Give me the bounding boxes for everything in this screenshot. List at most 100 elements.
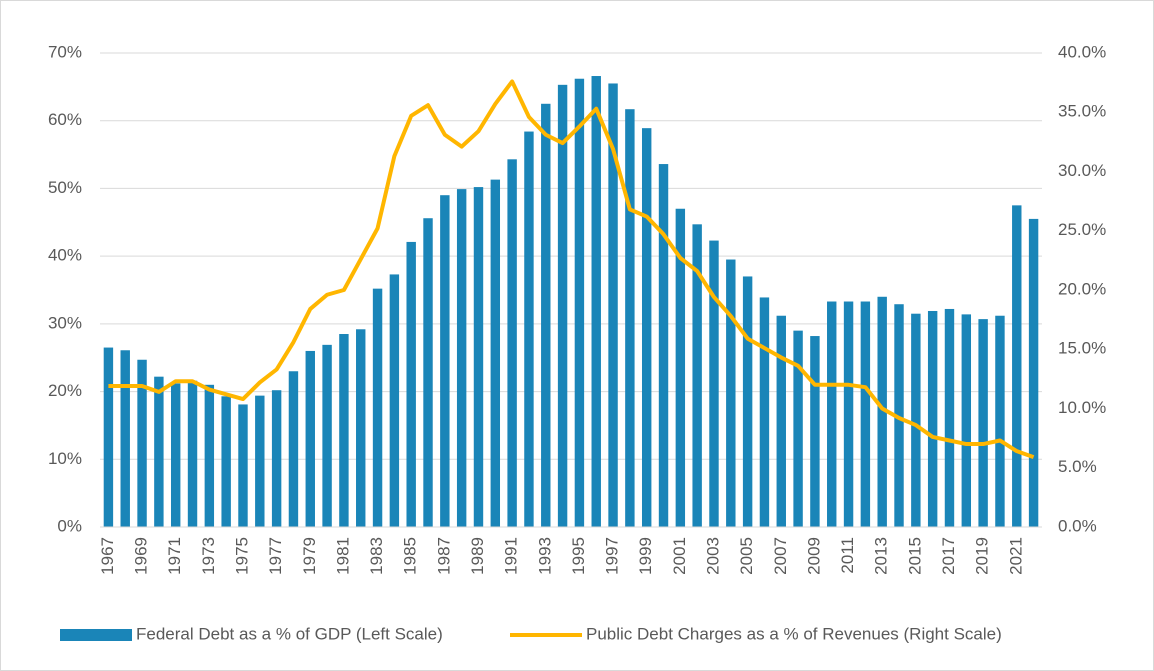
x-tick-label: 1971	[165, 537, 184, 575]
y2-tick-label: 5.0%	[1058, 457, 1097, 476]
bar	[995, 315, 1005, 527]
bar	[423, 218, 433, 528]
x-tick-label: 2015	[905, 537, 924, 575]
bar	[238, 404, 248, 527]
bar	[490, 179, 501, 527]
x-tick-label: 1969	[132, 537, 151, 575]
bar	[625, 109, 635, 528]
legend-label: Public Debt Charges as a % of Revenues (…	[586, 624, 1002, 643]
y-tick-label: 50%	[48, 178, 82, 197]
bar	[154, 376, 164, 527]
x-tick-label: 2013	[872, 537, 891, 575]
x-tick-label: 1997	[603, 537, 622, 575]
y-tick-label: 0%	[57, 516, 82, 535]
bar	[473, 187, 484, 527]
x-tick-label: 1981	[333, 537, 352, 575]
bar	[524, 131, 534, 527]
y-tick-label: 70%	[48, 42, 82, 61]
bar	[1012, 205, 1022, 527]
bar	[137, 359, 147, 527]
bar	[507, 159, 517, 527]
bar	[877, 296, 887, 527]
bar	[692, 224, 702, 527]
x-tick-label: 1983	[367, 537, 386, 575]
bar	[776, 315, 786, 527]
bar	[187, 380, 198, 527]
bar	[221, 396, 231, 527]
bar	[793, 330, 803, 527]
bar	[742, 276, 753, 527]
bar	[103, 347, 114, 527]
x-tick-label: 2005	[737, 537, 756, 575]
y2-tick-label: 0.0%	[1058, 516, 1097, 535]
bar	[372, 288, 383, 527]
bar	[726, 259, 736, 527]
x-tick-label: 1973	[199, 537, 218, 575]
y2-tick-label: 40.0%	[1058, 42, 1106, 61]
bar	[759, 297, 770, 527]
x-tick-label: 1993	[535, 537, 554, 575]
bar	[658, 164, 669, 527]
x-tick-label: 2011	[838, 537, 857, 574]
x-tick-label: 1985	[401, 537, 420, 575]
bar	[860, 301, 871, 527]
bar	[322, 344, 332, 527]
x-tick-label: 2001	[670, 537, 689, 575]
bar	[288, 371, 299, 527]
bar	[675, 208, 686, 527]
bar	[894, 304, 904, 527]
y-tick-label: 40%	[48, 246, 82, 265]
bar	[255, 395, 265, 527]
x-tick-label: 1977	[266, 537, 285, 575]
bar	[641, 128, 652, 528]
bar	[440, 195, 450, 527]
bar	[810, 336, 820, 527]
y2-tick-label: 35.0%	[1058, 102, 1106, 121]
y2-tick-label: 20.0%	[1058, 279, 1106, 298]
bar	[709, 240, 719, 527]
y-tick-label: 10%	[48, 449, 82, 468]
bar	[911, 313, 921, 527]
x-tick-label: 1991	[502, 537, 521, 575]
x-tick-label: 2017	[939, 537, 958, 575]
bar	[944, 308, 955, 527]
x-tick-label: 1989	[468, 537, 487, 575]
bar	[271, 390, 282, 527]
x-tick-label: 2019	[973, 537, 992, 575]
x-tick-label: 1975	[232, 537, 251, 575]
legend-swatch	[60, 629, 132, 641]
bar	[305, 350, 315, 527]
bar	[608, 83, 618, 527]
x-tick-label: 1995	[569, 537, 588, 575]
y2-tick-label: 30.0%	[1058, 161, 1106, 180]
x-tick-label: 1987	[434, 537, 453, 575]
bar	[356, 329, 366, 527]
bar	[389, 274, 400, 527]
bar	[557, 84, 568, 527]
bar	[456, 189, 467, 527]
x-tick-label: 1979	[300, 537, 319, 575]
y-tick-label: 20%	[48, 381, 82, 400]
bar	[204, 384, 215, 527]
bar	[843, 301, 854, 527]
bar	[120, 350, 130, 527]
y2-tick-label: 10.0%	[1058, 398, 1106, 417]
bar	[170, 383, 181, 527]
bar	[541, 103, 551, 528]
bar	[827, 301, 837, 527]
bar	[978, 319, 988, 527]
x-tick-label: 1967	[98, 537, 117, 575]
x-tick-label: 2009	[804, 537, 823, 575]
x-tick-label: 2021	[1006, 537, 1025, 575]
bar	[406, 241, 416, 527]
bar	[574, 78, 585, 527]
x-tick-label: 2003	[703, 537, 722, 575]
legend-label: Federal Debt as a % of GDP (Left Scale)	[136, 624, 443, 643]
x-tick-label: 2007	[771, 537, 790, 575]
bar	[1028, 218, 1039, 527]
x-tick-label: 1999	[636, 537, 655, 575]
bar	[339, 334, 349, 527]
line	[108, 79, 1035, 459]
y2-tick-label: 25.0%	[1058, 220, 1106, 239]
